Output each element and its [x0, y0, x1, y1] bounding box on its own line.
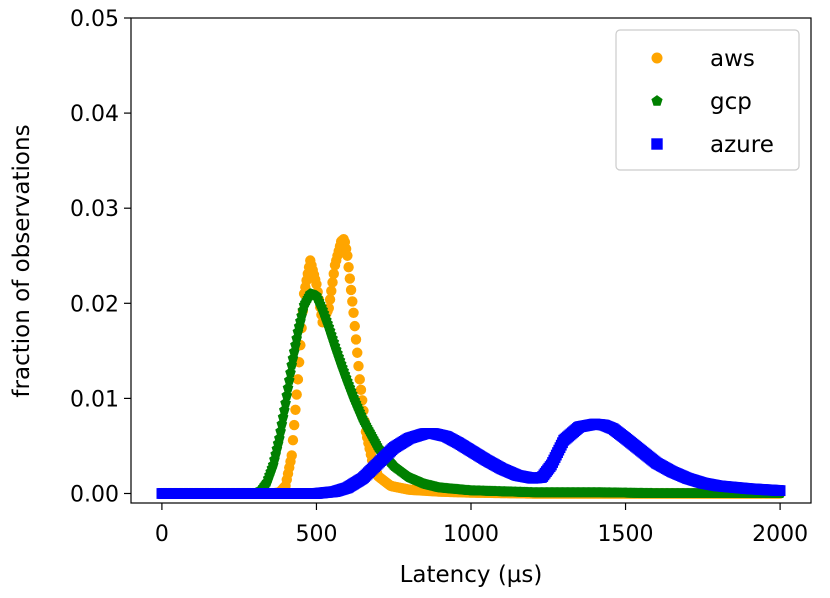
y-tick-label: 0.02	[70, 292, 119, 317]
y-tick-label: 0.00	[70, 482, 119, 507]
legend-label-gcp: gcp	[710, 89, 752, 115]
legend-label-azure: azure	[710, 132, 774, 158]
y-tick-label: 0.03	[70, 197, 119, 222]
aws-point	[289, 419, 300, 431]
data-marks	[156, 233, 786, 499]
aws-point	[286, 450, 297, 461]
aws-point	[287, 435, 299, 446]
legend-marker-aws	[651, 52, 663, 64]
aws-point	[291, 389, 302, 400]
y-tick-label: 0.01	[70, 387, 119, 412]
series-gcp	[156, 288, 786, 499]
aws-point	[344, 273, 356, 284]
aws-point	[342, 250, 353, 261]
gcp-point	[283, 374, 295, 385]
x-axis-label: Latency (µs)	[400, 562, 543, 588]
legend-label-aws: aws	[710, 46, 755, 72]
aws-point	[326, 285, 337, 297]
aws-point	[348, 307, 359, 319]
legend-marker-azure	[651, 138, 663, 150]
y-tick-label: 0.04	[70, 102, 119, 127]
y-tick-label: 0.05	[70, 7, 119, 32]
x-tick-label: 2000	[752, 522, 808, 547]
series-azure	[156, 418, 786, 499]
aws-point	[327, 277, 338, 288]
aws-point	[350, 334, 362, 345]
legend: aws gcp azure	[615, 29, 800, 171]
aws-point	[353, 360, 364, 372]
aws-point	[328, 268, 339, 280]
aws-point	[292, 374, 304, 385]
aws-point	[290, 404, 301, 416]
azure-point	[774, 485, 786, 497]
aws-point	[349, 320, 360, 332]
aws-point	[352, 347, 363, 358]
y-axis-label: fraction of observations	[9, 124, 35, 397]
x-tick-label: 0	[155, 522, 169, 547]
x-axis-ticks: 0 500 1000 1500 2000	[155, 503, 808, 547]
gcp-point	[282, 382, 294, 393]
legend-box	[615, 29, 800, 171]
aws-point	[354, 374, 365, 385]
x-tick-label: 1000	[443, 522, 499, 547]
x-tick-label: 1500	[598, 522, 654, 547]
gcp-point	[280, 397, 291, 408]
y-axis-ticks: 0.00 0.01 0.02 0.03 0.04 0.05	[70, 7, 131, 507]
aws-point	[345, 284, 357, 296]
aws-point	[343, 261, 354, 273]
legend-marker-gcp	[651, 95, 663, 106]
aws-point	[347, 296, 358, 307]
aws-point	[324, 294, 336, 305]
aws-point	[355, 384, 367, 396]
x-tick-label: 500	[295, 522, 337, 547]
gcp-point	[285, 367, 296, 378]
gcp-point	[281, 389, 293, 401]
